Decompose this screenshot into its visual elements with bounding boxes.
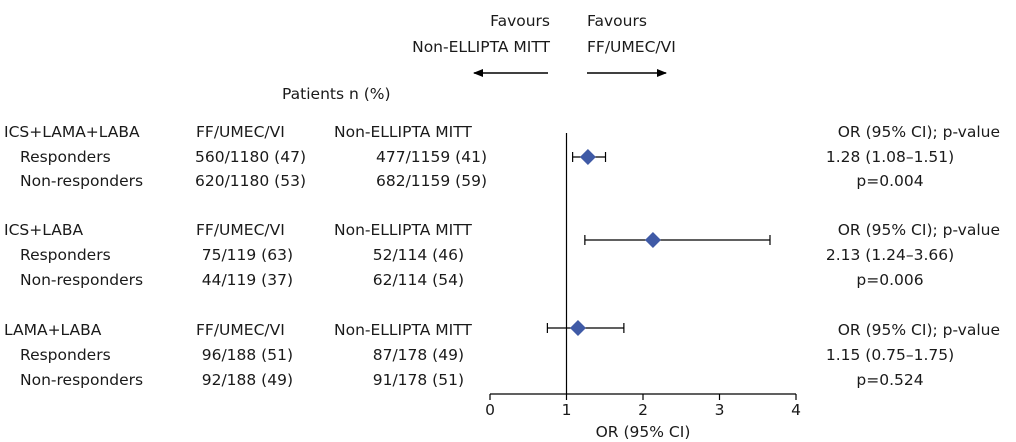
row-value-a: 96/188 (51) — [201, 346, 293, 364]
row-label: Responders — [20, 346, 111, 364]
p-value: p=0.004 — [856, 172, 924, 190]
row-value-a: 92/188 (49) — [201, 371, 293, 389]
x-tick-label: 0 — [485, 401, 495, 419]
or-diamond — [569, 320, 586, 336]
row-value-b: 477/1159 (41) — [376, 148, 487, 166]
col-a-header: FF/UMEC/VI — [196, 123, 285, 141]
or-header: OR (95% CI); p-value — [837, 321, 1000, 339]
row-value-b: 62/114 (54) — [372, 271, 464, 289]
or-value: 1.28 (1.08–1.51) — [825, 148, 955, 166]
p-value: p=0.524 — [856, 371, 924, 389]
col-a-header: FF/UMEC/VI — [196, 221, 285, 239]
row-value-b: 682/1159 (59) — [376, 172, 487, 190]
row-label: Non-responders — [20, 271, 144, 289]
row-label: Non-responders — [20, 172, 144, 190]
group-name: LAMA+LABA — [4, 321, 102, 339]
group-name: ICS+LAMA+LABA — [4, 123, 140, 141]
or-header: OR (95% CI); p-value — [837, 221, 1000, 239]
col-a-header: FF/UMEC/VI — [196, 321, 285, 339]
row-label: Non-responders — [20, 371, 144, 389]
x-tick-label: 4 — [791, 401, 801, 419]
row-value-b: 87/178 (49) — [372, 346, 464, 364]
or-value: 2.13 (1.24–3.66) — [825, 246, 955, 264]
group-name: ICS+LABA — [4, 221, 84, 239]
col-b-header: Non-ELLIPTA MITT — [334, 221, 472, 239]
x-tick-label: 1 — [562, 401, 572, 419]
favours-left-line2: Non-ELLIPTA MITT — [412, 38, 550, 56]
row-label: Responders — [20, 148, 111, 166]
row-value-b: 91/178 (51) — [372, 371, 464, 389]
x-tick-label: 3 — [715, 401, 725, 419]
or-value: 1.15 (0.75–1.75) — [825, 346, 955, 364]
x-axis-label: OR (95% CI) — [596, 423, 691, 441]
row-value-a: 560/1180 (47) — [195, 148, 306, 166]
row-value-a: 75/119 (63) — [201, 246, 293, 264]
p-value: p=0.006 — [856, 271, 924, 289]
favours-right-line1: Favours — [587, 12, 647, 30]
patients-heading: Patients n (%) — [282, 85, 391, 103]
or-diamond — [644, 232, 661, 248]
row-value-a: 620/1180 (53) — [195, 172, 306, 190]
row-label: Responders — [20, 246, 111, 264]
or-header: OR (95% CI); p-value — [837, 123, 1000, 141]
row-value-a: 44/119 (37) — [201, 271, 293, 289]
or-diamond — [579, 149, 596, 165]
row-value-b: 52/114 (46) — [372, 246, 464, 264]
x-tick-label: 2 — [638, 401, 648, 419]
favours-left-line1: Favours — [490, 12, 550, 30]
col-b-header: Non-ELLIPTA MITT — [334, 321, 472, 339]
col-b-header: Non-ELLIPTA MITT — [334, 123, 472, 141]
favours-right-line2: FF/UMEC/VI — [587, 38, 676, 56]
